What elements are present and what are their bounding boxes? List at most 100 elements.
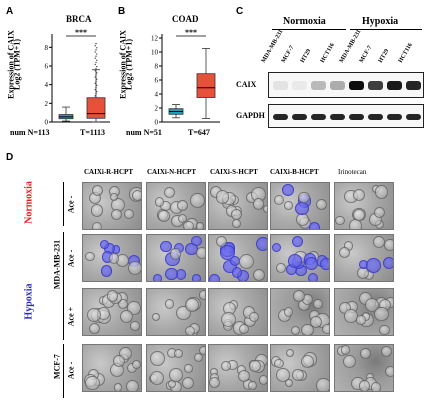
cell-shape [308,272,319,281]
y-tick-label: 12 [151,35,159,43]
outlier-point [95,80,97,82]
blot-band [406,114,421,120]
cell-shape [284,379,293,388]
cell-shape [164,298,175,309]
cell-shape [291,326,301,335]
y-tick-label: 0 [155,119,159,127]
cell-shape [366,257,381,273]
cell-shape [176,269,187,280]
cell-shape [305,257,318,270]
cell-shape [231,208,243,221]
y-tick-label: 10 [151,49,159,57]
outlier-point [96,59,98,62]
cell-shape [216,235,227,247]
cell-shape [198,346,205,356]
blot-band [368,114,383,120]
y-tick-label: 8 [45,44,49,52]
cell-shape [316,378,329,391]
cell-shape [181,376,194,389]
row-ace-1: Ace - [66,195,76,214]
cell-shape [359,347,371,359]
micrograph-tile [270,234,330,282]
outlier-point [96,90,98,93]
cell-shape [151,312,161,322]
cell-shape [128,261,141,276]
panel-b-ylabel-2: Log2 (TPM+1) [124,39,134,90]
cell-shape [85,375,100,391]
cell-shape [149,370,164,386]
cell-shape [209,377,221,389]
cell-shape [88,323,100,335]
cell-shape [384,365,393,377]
normoxia-label: Normoxia [23,181,35,224]
blot-band [368,81,383,90]
outlier-point [96,53,98,55]
cell-line-mcf: MCF-7 [52,354,62,379]
cell-shape [176,199,188,211]
cell-shape [276,263,287,273]
lane-label: HT29 [299,48,313,64]
cell-shape [195,222,205,229]
micrograph-tile [146,234,206,282]
outlier-point [95,86,97,89]
cell-shape [283,307,294,318]
cell-shape [373,206,385,218]
panel-b-chart: 0 2 4 6 8 10 12 *** [151,28,220,127]
bracket-hypoxia-mcf [63,344,64,398]
cell-shape [384,239,393,251]
row-ace-2: Ace - [66,249,76,268]
cell-shape [381,346,393,358]
micrograph-tile [270,182,330,230]
cell-shape [113,383,122,391]
micrograph-tile [334,288,394,336]
y-tick-label: 4 [45,81,49,89]
cell-shape [340,345,351,355]
micrograph-tile [82,344,142,392]
cell-line-mda: MDA-MB-231 [52,239,62,290]
cell-shape [232,267,243,278]
cell-shape [196,247,205,260]
cell-shape [109,192,119,202]
cell-shape [256,236,267,251]
cell-shape [288,254,302,269]
panel-d-letter: D [6,152,14,163]
blot-row-gapdh: GAPDH [236,111,265,120]
blot-row-caix: CAIX [236,80,257,89]
caix-blot [268,72,424,98]
panel-b-letter: B [118,6,126,17]
outlier-point [94,51,96,53]
outlier-point [96,84,98,87]
blot-band [349,114,364,120]
micrograph-tile [208,288,268,336]
sig-stars: *** [185,28,197,37]
cell-shape [295,201,309,216]
row-ace-4: Ace - [66,361,76,380]
row-ace-3: Ace + [66,306,76,327]
lane-label: MCF-7 [358,44,373,64]
cell-shape [169,368,183,382]
col-header-4: CAIXi-B-HCPT [270,168,319,176]
col-header-5: Irinotecan [338,168,367,176]
cell-shape [370,381,382,391]
cell-shape [209,273,220,281]
cell-shape [335,215,345,226]
micrograph-tile [82,234,142,282]
hypoxia-bracket [350,29,422,30]
panel-b-xlabel-n: num N=51 [126,128,162,137]
micrograph-tile [270,344,330,392]
cell-shape [348,219,363,229]
micrograph-tile [334,182,394,230]
outlier-point [96,78,98,80]
outlier-point [96,47,98,49]
cell-shape [191,235,203,247]
col-header-2: CAIXi-N-HCPT [147,168,196,176]
micrograph-tile [208,344,268,392]
col-header-1: CAIXi-R-HCPT [84,168,133,176]
cell-shape [283,201,293,211]
panel-b-xlabel-t: T=647 [188,128,210,137]
lane-label: HCT116 [397,42,414,64]
y-tick-label: 8 [155,63,159,71]
outlier-point [95,93,97,95]
panel-c-letter: C [236,6,244,17]
cell-shape [373,236,385,248]
